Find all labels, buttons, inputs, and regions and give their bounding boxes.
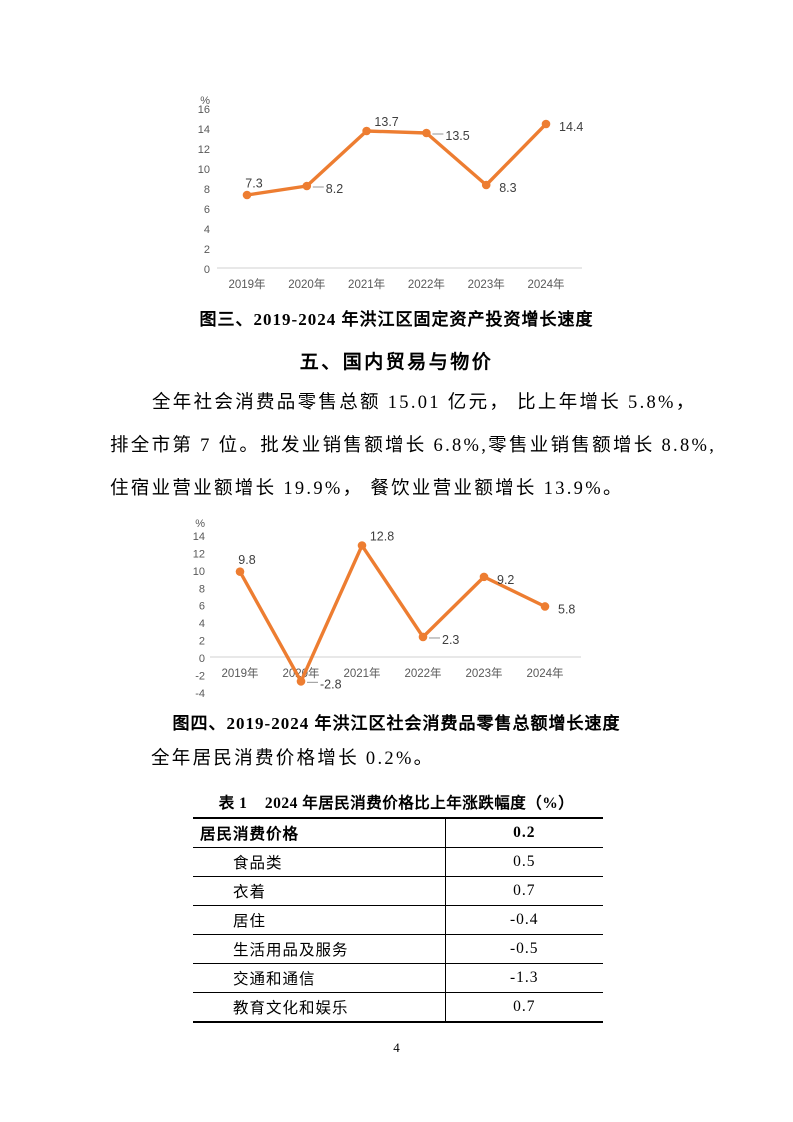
- table-row: 教育文化和娱乐 0.7: [193, 992, 603, 1022]
- figure3-caption: 图三、2019-2024 年洪江区固定资产投资增长速度: [199, 310, 594, 329]
- table-row: 生活用品及服务 -0.5: [193, 934, 603, 964]
- svg-text:14: 14: [193, 531, 205, 543]
- retail-sales-line-chart: 14 12 10 8 6 4 2 0 -2 -4% 2019年 2020年 2021年 2022年 2023…: [193, 518, 581, 700]
- svg-text:2021年: 2021年: [343, 666, 380, 680]
- row-label: 食品类: [193, 847, 446, 877]
- body-paragraph-line-1: 全年社会消费品零售总额 15.01 亿元， 比上年增长 5.8%，: [152, 393, 697, 413]
- svg-text:%: %: [200, 95, 210, 107]
- svg-text:-2.8: -2.8: [320, 677, 342, 691]
- svg-text:2: 2: [199, 636, 205, 648]
- svg-text:2023年: 2023年: [465, 666, 502, 680]
- figure4-caption: 图四、2019-2024 年洪江区社会消费品零售总额增长速度: [172, 714, 621, 733]
- page-number: 4: [393, 1040, 400, 1055]
- svg-text:2021年: 2021年: [348, 277, 385, 291]
- svg-text:2022年: 2022年: [408, 277, 445, 291]
- svg-text:2024年: 2024年: [526, 666, 563, 680]
- svg-text:12: 12: [198, 144, 210, 156]
- row-label: 生活用品及服务: [193, 934, 446, 964]
- svg-text:9.2: 9.2: [497, 573, 514, 587]
- table-row: 居住 -0.4: [193, 905, 603, 935]
- body-paragraph-line-2: 排全市第 7 位。批发业销售额增长 6.8%,零售业销售额增长 8.8%,: [110, 436, 717, 456]
- svg-text:2: 2: [204, 244, 210, 256]
- row-label: 教育文化和娱乐: [193, 992, 446, 1022]
- table-header-label: 居民消费价格: [193, 818, 446, 848]
- svg-text:2019年: 2019年: [228, 277, 265, 291]
- svg-text:12: 12: [193, 548, 205, 560]
- table-row: 食品类 0.5: [193, 847, 603, 877]
- svg-text:5.8: 5.8: [558, 602, 575, 616]
- svg-text:%: %: [195, 518, 205, 530]
- row-value: -0.5: [445, 934, 603, 964]
- svg-text:0: 0: [199, 653, 205, 665]
- table-row: 交通和通信 -1.3: [193, 963, 603, 993]
- svg-text:2.3: 2.3: [442, 633, 459, 647]
- row-value: -0.4: [445, 905, 603, 935]
- table1-title: 表 1 2024 年居民消费价格比上年涨跌幅度（%）: [218, 795, 575, 812]
- svg-text:8: 8: [204, 184, 210, 196]
- row-label: 居住: [193, 905, 446, 935]
- row-value: -1.3: [445, 963, 603, 993]
- fixed-asset-investment-line-chart: 16 14 12 10 8 6 4 2 0% 2019年 2020年 2021年 2022年 2023年 2…: [198, 95, 584, 291]
- svg-text:2020年: 2020年: [282, 666, 319, 680]
- consumer-price-table: 居民消费价格 0.2 食品类 0.5 衣着 0.7 居住 -0.4 生活用品及服…: [193, 817, 603, 1023]
- svg-text:9.8: 9.8: [238, 553, 255, 567]
- row-label: 衣着: [193, 876, 446, 906]
- svg-text:8: 8: [199, 583, 205, 595]
- svg-text:0: 0: [204, 264, 210, 276]
- body-paragraph-line-3: 住宿业营业额增长 19.9%， 餐饮业营业额增长 13.9%。: [110, 479, 624, 499]
- svg-text:13.7: 13.7: [374, 115, 398, 129]
- svg-text:-2: -2: [195, 670, 205, 682]
- svg-text:10: 10: [193, 566, 205, 578]
- svg-text:13.5: 13.5: [445, 129, 469, 143]
- svg-text:16: 16: [198, 104, 210, 116]
- svg-text:8.2: 8.2: [326, 182, 343, 196]
- svg-text:2020年: 2020年: [288, 277, 325, 291]
- row-value: 0.5: [445, 847, 603, 877]
- svg-text:7.3: 7.3: [245, 177, 262, 191]
- svg-text:2024年: 2024年: [527, 277, 564, 291]
- svg-text:12.8: 12.8: [370, 530, 394, 544]
- table-header-value: 0.2: [445, 818, 603, 848]
- svg-text:10: 10: [198, 164, 210, 176]
- row-value: 0.7: [513, 998, 536, 1015]
- svg-text:6: 6: [204, 204, 210, 216]
- svg-text:14.4: 14.4: [559, 120, 583, 134]
- row-value: 0.7: [445, 876, 603, 906]
- svg-text:4: 4: [199, 618, 205, 630]
- table-row-header: 居民消费价格 0.2: [193, 818, 603, 848]
- section-heading: 五、国内贸易与物价: [299, 352, 494, 373]
- svg-text:4: 4: [204, 224, 210, 236]
- svg-text:2023年: 2023年: [468, 277, 505, 291]
- svg-text:-4: -4: [195, 688, 205, 700]
- table-row: 衣着 0.7: [193, 876, 603, 906]
- svg-text:8.3: 8.3: [499, 181, 516, 195]
- svg-text:6: 6: [199, 601, 205, 613]
- svg-text:2022年: 2022年: [404, 666, 441, 680]
- row-label: 交通和通信: [193, 963, 446, 993]
- svg-text:14: 14: [198, 124, 210, 136]
- cpi-sentence: 全年居民消费价格增长 0.2%。: [151, 749, 435, 769]
- svg-text:2019年: 2019年: [221, 666, 258, 680]
